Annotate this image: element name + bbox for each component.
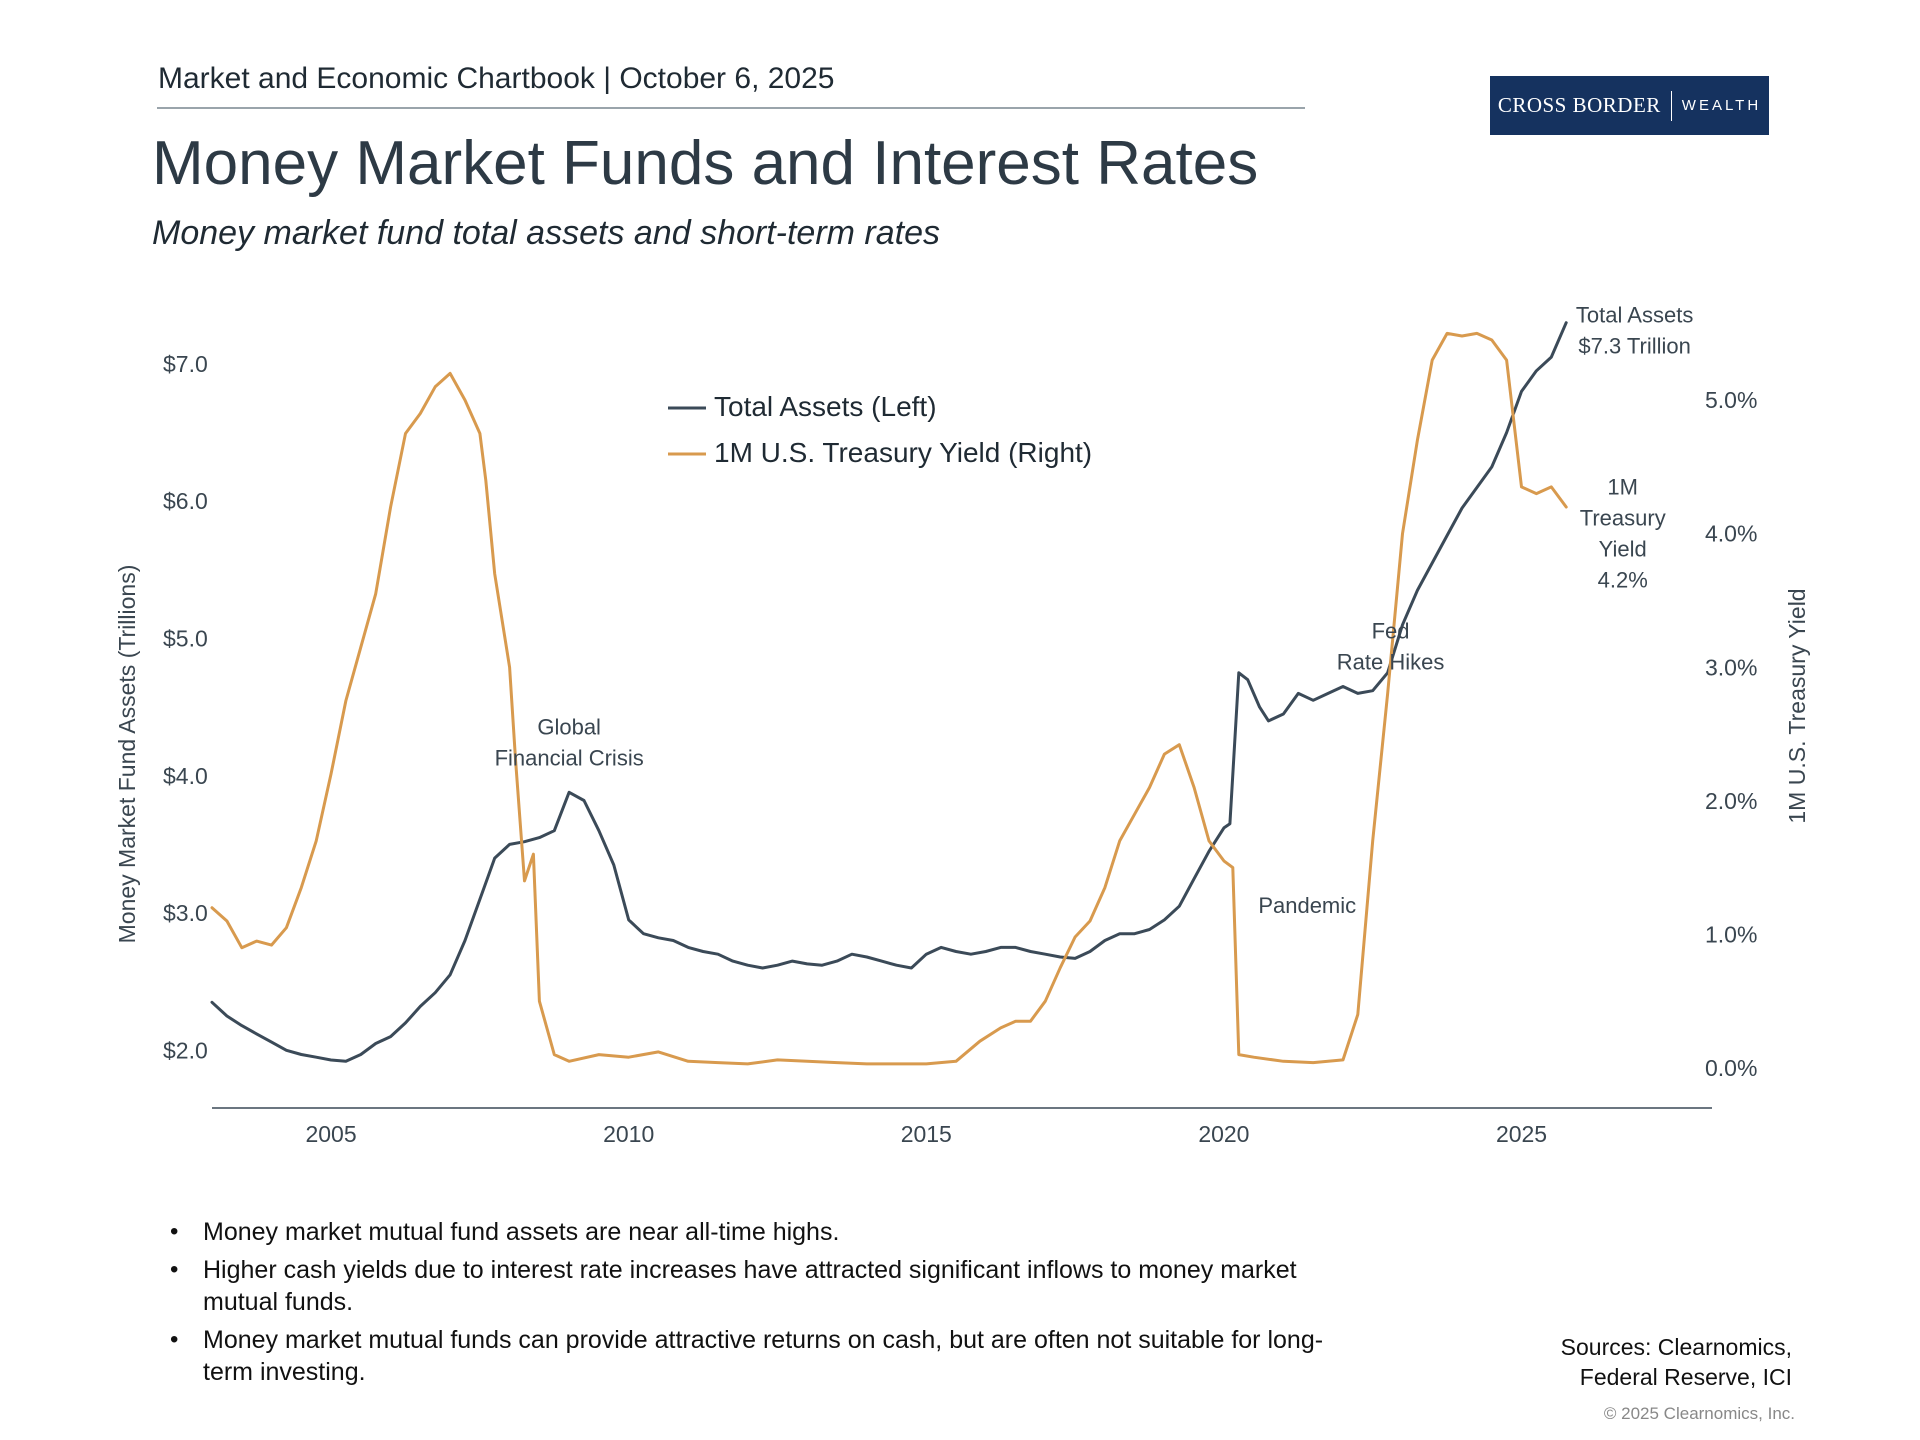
y-left-tick-label: $4.0 xyxy=(163,763,208,789)
copyright-note: © 2025 Clearnomics, Inc. xyxy=(1603,1404,1795,1423)
logo-secondary-text: WEALTH xyxy=(1681,97,1762,114)
y-right-tick-label: 0.0% xyxy=(1705,1055,1757,1081)
y-right-axis-title: 1M U.S. Treasury Yield xyxy=(1784,588,1810,823)
y-left-tick-label: $3.0 xyxy=(163,900,208,926)
y-right-tick-label: 2.0% xyxy=(1705,788,1757,814)
x-tick-label: 2015 xyxy=(901,1121,952,1147)
y-left-tick-label: $5.0 xyxy=(163,625,208,651)
brand-logo: CROSS BORDER WEALTH xyxy=(1490,76,1769,135)
x-tick-label: 2010 xyxy=(603,1121,654,1147)
sources-note: Sources: Clearnomics, Federal Reserve, I… xyxy=(1561,1332,1792,1392)
x-tick-label: 2005 xyxy=(305,1121,356,1147)
sources-line: Federal Reserve, ICI xyxy=(1579,1364,1792,1390)
chart-annotation: Financial Crisis xyxy=(495,746,644,771)
total-assets-series-line xyxy=(210,321,1568,1063)
legend-label: 1M U.S. Treasury Yield (Right) xyxy=(714,437,1092,468)
x-tick-label: 2020 xyxy=(1198,1121,1249,1147)
treasury-yield-series-line xyxy=(210,331,1568,1066)
y-right-tick-label: 1.0% xyxy=(1705,921,1757,947)
chart-annotation: 1M xyxy=(1607,474,1638,499)
chart-annotation: Total Assets xyxy=(1576,303,1693,328)
y-left-tick-label: $2.0 xyxy=(163,1037,208,1063)
y-right-tick-label: 3.0% xyxy=(1705,654,1757,680)
y-right-tick-label: 5.0% xyxy=(1705,387,1757,413)
key-point: Higher cash yields due to interest rate … xyxy=(170,1254,1370,1318)
chart-annotation: Treasury xyxy=(1580,505,1666,530)
chart-annotation: Yield xyxy=(1599,536,1647,561)
key-points-list: Money market mutual fund assets are near… xyxy=(170,1216,1370,1394)
key-point: Money market mutual fund assets are near… xyxy=(170,1216,1370,1248)
dual-axis-line-chart: 2005 2010 2015 2020 2025 $2.0 $3.0 $4.0 $5.0 $6.0… xyxy=(114,303,1810,1147)
chart-annotation: 4.2% xyxy=(1598,567,1648,592)
page-subtitle: Money market fund total assets and short… xyxy=(152,214,941,252)
y-right-tick-label: 4.0% xyxy=(1705,521,1757,547)
chart-annotation: Global xyxy=(537,715,601,740)
logo-separator xyxy=(1670,90,1672,121)
header-divider xyxy=(157,107,1305,109)
key-point: Money market mutual funds can provide at… xyxy=(170,1324,1370,1388)
chart-annotation: Rate Hikes xyxy=(1337,649,1445,674)
chartbook-header: Market and Economic Chartbook | October … xyxy=(158,62,835,95)
chart-annotation: Pandemic xyxy=(1258,893,1356,918)
y-left-tick-label: $7.0 xyxy=(163,351,208,377)
chart-annotation: $7.3 Trillion xyxy=(1578,334,1691,359)
page-title: Money Market Funds and Interest Rates xyxy=(152,129,1259,198)
logo-primary-text: CROSS BORDER xyxy=(1497,93,1661,117)
x-tick-label: 2025 xyxy=(1496,1121,1547,1147)
chart-annotation: Fed xyxy=(1372,618,1410,643)
y-left-axis-title: Money Market Fund Assets (Trillions) xyxy=(114,565,140,944)
legend-label: Total Assets (Left) xyxy=(714,391,937,422)
sources-line: Sources: Clearnomics, xyxy=(1560,1334,1792,1360)
y-left-tick-label: $6.0 xyxy=(163,488,208,514)
